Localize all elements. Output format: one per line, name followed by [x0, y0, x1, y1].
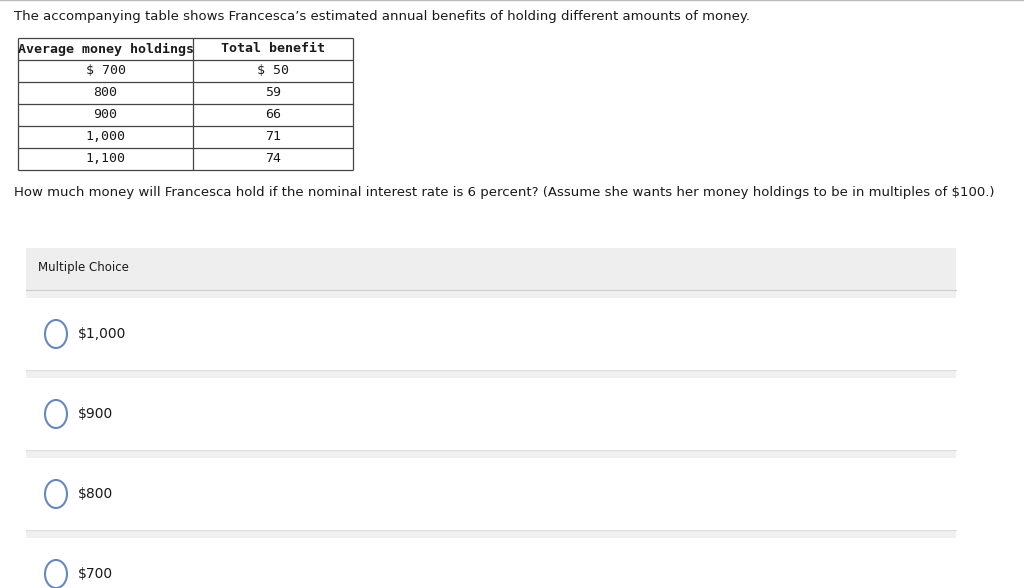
- Text: Total benefit: Total benefit: [221, 42, 325, 55]
- Text: $ 50: $ 50: [257, 65, 289, 78]
- Text: 74: 74: [265, 152, 281, 165]
- Text: 1,100: 1,100: [85, 152, 126, 165]
- Text: How much money will Francesca hold if the nominal interest rate is 6 percent? (A: How much money will Francesca hold if th…: [14, 186, 994, 199]
- Text: 800: 800: [93, 86, 118, 99]
- Text: 1,000: 1,000: [85, 131, 126, 143]
- Text: 900: 900: [93, 109, 118, 122]
- FancyBboxPatch shape: [26, 370, 956, 378]
- FancyBboxPatch shape: [26, 458, 956, 530]
- FancyBboxPatch shape: [26, 248, 956, 290]
- Text: $700: $700: [78, 567, 113, 581]
- FancyBboxPatch shape: [26, 530, 956, 538]
- Text: $ 700: $ 700: [85, 65, 126, 78]
- FancyBboxPatch shape: [26, 298, 956, 370]
- Text: Multiple Choice: Multiple Choice: [38, 261, 129, 274]
- Text: The accompanying table shows Francesca’s estimated annual benefits of holding di: The accompanying table shows Francesca’s…: [14, 10, 750, 23]
- Text: Average money holdings: Average money holdings: [17, 42, 194, 55]
- FancyBboxPatch shape: [26, 538, 956, 588]
- FancyBboxPatch shape: [26, 450, 956, 458]
- FancyBboxPatch shape: [26, 290, 956, 298]
- Text: $800: $800: [78, 487, 114, 501]
- Text: 71: 71: [265, 131, 281, 143]
- Text: 66: 66: [265, 109, 281, 122]
- Text: $1,000: $1,000: [78, 327, 126, 341]
- Text: $900: $900: [78, 407, 114, 421]
- FancyBboxPatch shape: [26, 378, 956, 450]
- Text: 59: 59: [265, 86, 281, 99]
